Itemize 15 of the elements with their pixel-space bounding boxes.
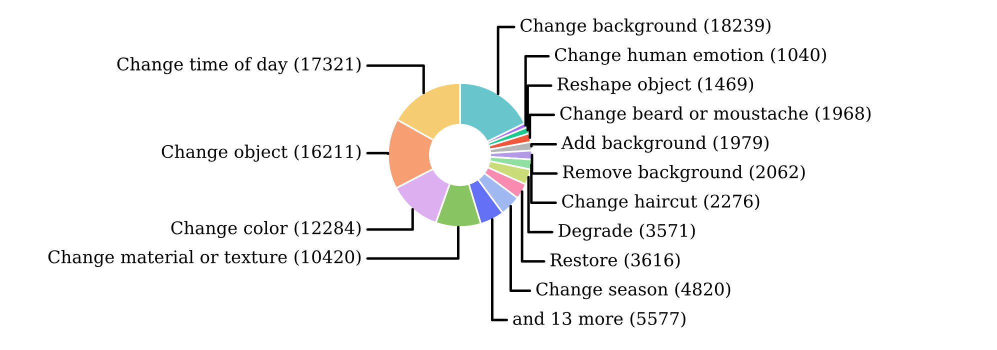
slice-label: Degrade (3571)	[558, 224, 695, 241]
slice-label: Change beard or moustache (1968)	[560, 106, 871, 124]
slice-label: Remove background (2062)	[562, 164, 805, 182]
slice-label: Change material or texture (10420)	[48, 250, 361, 267]
slice-label: Add background (1979)	[561, 136, 769, 153]
slice-label: Change object (16211)	[162, 144, 361, 162]
slice-label: Restore (3616)	[550, 253, 680, 269]
slice-label: Change human emotion (1040)	[554, 48, 826, 65]
slice-label: Change color (12284)	[171, 220, 361, 238]
slice-label: Change season (4820)	[536, 282, 730, 300]
slice-label: Reshape object (1469)	[558, 77, 754, 94]
slice-label: Change haircut (2276)	[562, 194, 760, 212]
slice-label: Change time of day (17321)	[117, 57, 361, 74]
slice-label: and 13 more (5577)	[513, 312, 686, 328]
slice-label: Change background (18239)	[520, 18, 770, 36]
